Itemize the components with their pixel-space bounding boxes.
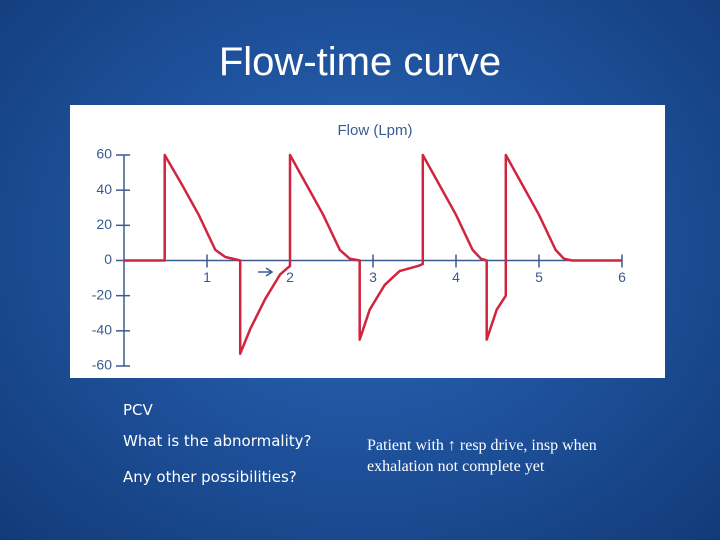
y-tick-label: -40: [92, 322, 112, 338]
x-tick-label: 5: [535, 269, 543, 285]
y-tick-label: 0: [104, 251, 112, 267]
question: Any other possibilities?: [123, 468, 297, 486]
answer-line: Patient with ↑ resp drive, insp when: [367, 437, 597, 454]
chart-title: Flow (Lpm): [337, 122, 412, 139]
slide-title: Flow-time curve: [218, 40, 502, 84]
y-tick-label: -20: [92, 286, 112, 302]
x-tick-label: 3: [369, 269, 377, 285]
answer: Patient with ↑ resp drive, insp when exh…: [367, 435, 597, 477]
y-tick-label: 60: [96, 146, 112, 162]
arrow-head: [265, 267, 274, 277]
x-tick-label: 6: [618, 269, 626, 285]
y-tick-label: -60: [92, 357, 112, 373]
y-tick-label: 40: [96, 181, 112, 197]
answer-line: exhalation not complete yet: [367, 458, 545, 475]
y-tick-label: 20: [96, 216, 112, 232]
flow-line: [124, 153, 622, 355]
x-tick-label: 1: [203, 269, 211, 285]
chart-background: [70, 105, 665, 378]
question: What is the abnormality?: [123, 432, 312, 450]
note-label: PCV: [123, 401, 153, 419]
x-tick-label: 4: [452, 269, 460, 285]
x-tick-label: 2: [286, 269, 294, 285]
